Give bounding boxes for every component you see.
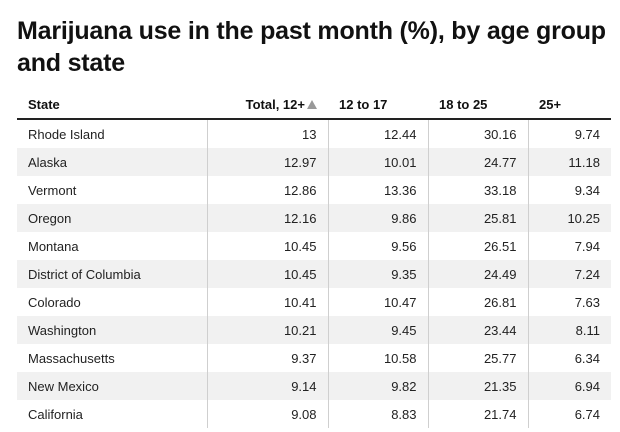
value-cell: 9.82 bbox=[327, 372, 428, 400]
data-table: State Total, 12+ 12 to 17 18 to 25 25+ R… bbox=[17, 90, 611, 428]
table-row: Oregon 12.16 9.86 25.81 10.25 bbox=[17, 204, 611, 232]
sort-ascending-triangle-icon[interactable] bbox=[307, 99, 317, 109]
table-row: Massachusetts 9.37 10.58 25.77 6.34 bbox=[17, 344, 611, 372]
value-cell: 26.51 bbox=[427, 232, 528, 260]
value-cell: 9.74 bbox=[527, 119, 611, 148]
state-cell: Rhode Island bbox=[17, 119, 207, 148]
column-header-label: State bbox=[28, 96, 60, 112]
state-cell: New Mexico bbox=[17, 372, 207, 400]
table-row: Washington 10.21 9.45 23.44 8.11 bbox=[17, 316, 611, 344]
value-cell: 9.37 bbox=[206, 344, 328, 372]
value-cell: 8.11 bbox=[527, 316, 611, 344]
value-cell: 10.45 bbox=[206, 260, 328, 288]
value-cell: 10.58 bbox=[327, 344, 428, 372]
value-cell: 10.01 bbox=[327, 148, 428, 176]
value-cell: 33.18 bbox=[427, 176, 528, 204]
state-cell: Oregon bbox=[17, 204, 207, 232]
value-cell: 10.21 bbox=[206, 316, 328, 344]
value-cell: 23.44 bbox=[427, 316, 528, 344]
table-header-row: State Total, 12+ 12 to 17 18 to 25 25+ bbox=[17, 90, 611, 120]
value-cell: 26.81 bbox=[427, 288, 528, 316]
chart-title: Marijuana use in the past month (%), by … bbox=[17, 17, 606, 77]
column-header-18-to-25[interactable]: 18 to 25 bbox=[428, 90, 528, 120]
table-row: California 9.08 8.83 21.74 6.74 bbox=[17, 400, 611, 428]
state-cell: Montana bbox=[17, 232, 207, 260]
value-cell: 9.34 bbox=[527, 176, 611, 204]
value-cell: 8.83 bbox=[327, 400, 428, 428]
value-cell: 12.44 bbox=[327, 119, 428, 148]
value-cell: 10.25 bbox=[527, 204, 611, 232]
table-row: District of Columbia 10.45 9.35 24.49 7.24 bbox=[17, 260, 611, 288]
value-cell: 7.63 bbox=[527, 288, 611, 316]
column-header-label: Total, 12+ bbox=[245, 96, 305, 112]
value-cell: 9.45 bbox=[327, 316, 428, 344]
value-cell: 9.56 bbox=[327, 232, 428, 260]
table-row: Vermont 12.86 13.36 33.18 9.34 bbox=[17, 176, 611, 204]
value-cell: 21.35 bbox=[427, 372, 528, 400]
state-cell: California bbox=[17, 400, 207, 428]
column-header-label: 25+ bbox=[539, 96, 562, 112]
table-row: New Mexico 9.14 9.82 21.35 6.94 bbox=[17, 372, 611, 400]
column-header-12-to-17[interactable]: 12 to 17 bbox=[328, 90, 428, 120]
value-cell: 13.36 bbox=[327, 176, 428, 204]
value-cell: 21.74 bbox=[427, 400, 528, 428]
value-cell: 25.81 bbox=[427, 204, 528, 232]
value-cell: 12.86 bbox=[206, 176, 328, 204]
table-body: Rhode Island 13 12.44 30.16 9.74 Alaska 12.97 1… bbox=[17, 119, 611, 428]
state-cell: Vermont bbox=[17, 176, 207, 204]
value-cell: 9.14 bbox=[206, 372, 328, 400]
state-cell: Washington bbox=[17, 316, 207, 344]
value-cell: 6.94 bbox=[527, 372, 611, 400]
value-cell: 10.45 bbox=[206, 232, 328, 260]
column-header-label: 18 to 25 bbox=[439, 96, 488, 112]
value-cell: 7.94 bbox=[527, 232, 611, 260]
column-header-label: 12 to 17 bbox=[339, 96, 388, 112]
value-cell: 9.08 bbox=[206, 400, 328, 428]
column-header-state[interactable]: State bbox=[17, 90, 207, 120]
table-row: Alaska 12.97 10.01 24.77 11.18 bbox=[17, 148, 611, 176]
value-cell: 30.16 bbox=[427, 119, 528, 148]
state-cell: Colorado bbox=[17, 288, 207, 316]
value-cell: 24.77 bbox=[427, 148, 528, 176]
value-cell: 13 bbox=[206, 119, 328, 148]
value-cell: 12.97 bbox=[206, 148, 328, 176]
value-cell: 25.77 bbox=[427, 344, 528, 372]
table-row: Rhode Island 13 12.44 30.16 9.74 bbox=[17, 119, 611, 148]
table-row: Colorado 10.41 10.47 26.81 7.63 bbox=[17, 288, 611, 316]
state-cell: Alaska bbox=[17, 148, 207, 176]
value-cell: 10.47 bbox=[327, 288, 428, 316]
value-cell: 9.35 bbox=[327, 260, 428, 288]
value-cell: 24.49 bbox=[427, 260, 528, 288]
column-header-25-plus[interactable]: 25+ bbox=[528, 90, 611, 120]
table-row: Montana 10.45 9.56 26.51 7.94 bbox=[17, 232, 611, 260]
value-cell: 11.18 bbox=[527, 148, 611, 176]
value-cell: 12.16 bbox=[206, 204, 328, 232]
data-table-container: State Total, 12+ 12 to 17 18 to 25 25+ R… bbox=[17, 90, 611, 428]
state-cell: District of Columbia bbox=[17, 260, 207, 288]
value-cell: 6.34 bbox=[527, 344, 611, 372]
value-cell: 9.86 bbox=[327, 204, 428, 232]
state-cell: Massachusetts bbox=[17, 344, 207, 372]
value-cell: 7.24 bbox=[527, 260, 611, 288]
column-header-total[interactable]: Total, 12+ bbox=[207, 90, 328, 120]
value-cell: 10.41 bbox=[206, 288, 328, 316]
value-cell: 6.74 bbox=[527, 400, 611, 428]
